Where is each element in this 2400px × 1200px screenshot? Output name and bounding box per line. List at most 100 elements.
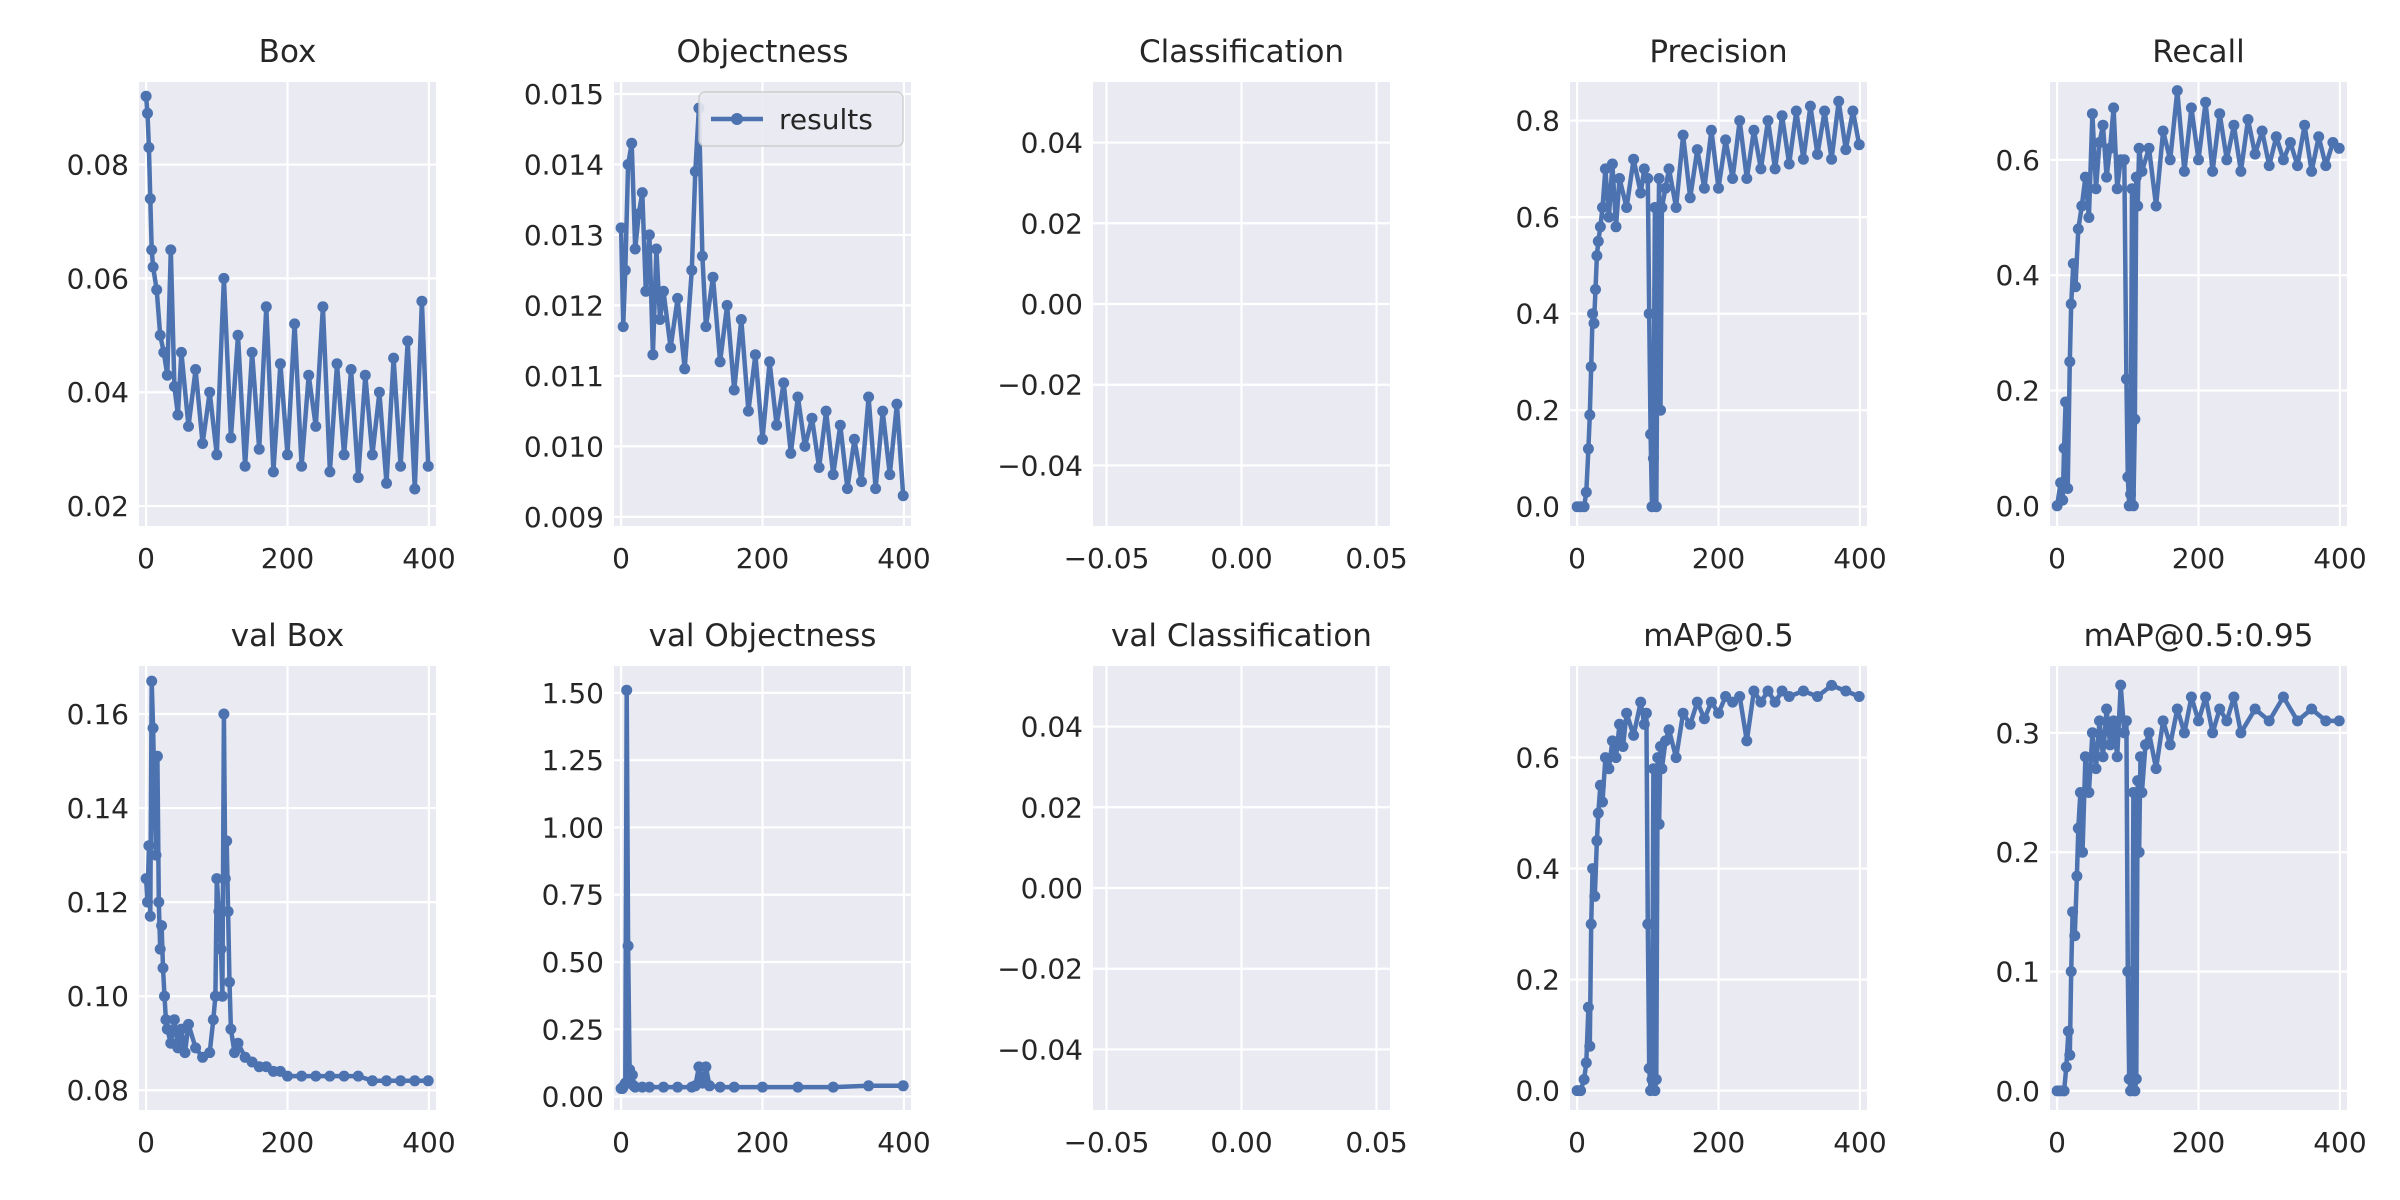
data-point [1727,173,1739,184]
data-point [229,1047,240,1059]
x-tick-label: 200 [261,1126,314,1159]
data-point [260,301,272,313]
chart-panel-val-box: 0 200 400 0.08 0.10 0.12 0.14 0.16 val Box [67,618,456,1159]
data-point [757,433,768,445]
data-point [422,1075,434,1087]
data-point [1642,918,1654,930]
data-point [2143,142,2155,154]
x-tick-label: 200 [2172,1126,2225,1159]
data-point [1591,250,1603,262]
data-point [1812,691,1823,702]
data-point [224,976,235,988]
data-point [381,1075,392,1087]
data-point [2097,119,2109,131]
y-tick-label: 0.04 [67,376,129,409]
data-point [622,940,634,952]
data-point [2133,846,2145,858]
data-point [1587,863,1599,875]
data-point [183,1018,194,1030]
data-point [218,708,230,720]
data-point [2115,679,2127,691]
data-point [2070,281,2081,293]
data-point [778,377,790,389]
data-point [1663,724,1675,736]
legend-marker-swatch [731,113,743,125]
y-tick-label: 0.009 [524,501,604,534]
data-point [222,906,234,917]
data-point [2120,373,2132,385]
data-point [2277,154,2289,166]
x-tick-label: 400 [1833,542,1886,575]
data-point [2263,715,2275,727]
data-point [317,301,329,313]
data-point [1833,95,1845,107]
data-point [1741,735,1753,747]
data-point [1647,452,1659,464]
data-point [1762,685,1774,697]
data-point [636,187,648,199]
data-point [2058,442,2070,454]
data-point [338,1070,350,1082]
data-point [168,1014,180,1026]
data-point [2062,1025,2074,1037]
y-tick-label: 0.0 [1995,490,2040,523]
data-point [1677,129,1689,141]
data-point [2171,703,2183,715]
data-point [2228,119,2240,131]
data-point [324,466,336,478]
data-point [658,285,669,297]
data-point [1797,153,1809,165]
data-point [274,358,286,370]
data-point [150,849,162,861]
data-point [1656,202,1668,213]
data-point [2193,154,2204,166]
data-point [2058,1085,2070,1097]
data-point [1691,696,1703,708]
data-point [1594,221,1606,233]
data-point [359,369,371,381]
data-point [1603,763,1615,775]
data-point [877,405,889,417]
data-point [1621,707,1633,719]
data-point [352,1070,364,1082]
data-point [204,1047,216,1059]
data-point [1670,202,1682,213]
data-point [146,244,158,256]
data-point [1663,163,1675,175]
x-tick-label: 0 [137,542,155,575]
data-point [1578,1074,1590,1085]
y-tick-label: 0.2 [1515,394,1560,427]
chart-panel-val-objectness: 0 200 400 0.00 0.25 0.50 0.75 1.00 1.25 1.50 val O… [542,618,931,1159]
data-point [1582,1001,1594,1013]
x-tick-label: 0.05 [1345,542,1407,575]
data-point [156,920,168,932]
data-point [1762,115,1774,127]
data-point [891,398,903,410]
data-point [2077,846,2088,858]
data-point [897,490,909,502]
data-point [2299,119,2311,131]
data-point [345,364,357,375]
data-point [1776,110,1788,122]
data-point [714,1081,726,1093]
data-point [225,1023,237,1035]
y-tick-label: 0.8 [1515,105,1560,138]
y-tick-label: 0.50 [542,946,604,979]
data-point [239,460,251,472]
data-point [388,352,400,364]
data-point [1578,501,1590,513]
data-point [665,342,677,354]
y-tick-label: 0.08 [67,149,129,182]
x-tick-label: 0 [2048,542,2066,575]
data-point [213,906,225,917]
chart-title: Objectness [677,34,849,70]
data-point [672,1081,684,1093]
chart-title: mAP@0.5:0.95 [2084,618,2314,654]
data-point [629,243,641,255]
x-tick-label: 200 [2172,542,2225,575]
data-point [373,386,385,398]
data-point [728,384,740,396]
y-tick-label: 0.02 [1021,791,1083,824]
y-tick-label: 0.014 [524,148,604,181]
